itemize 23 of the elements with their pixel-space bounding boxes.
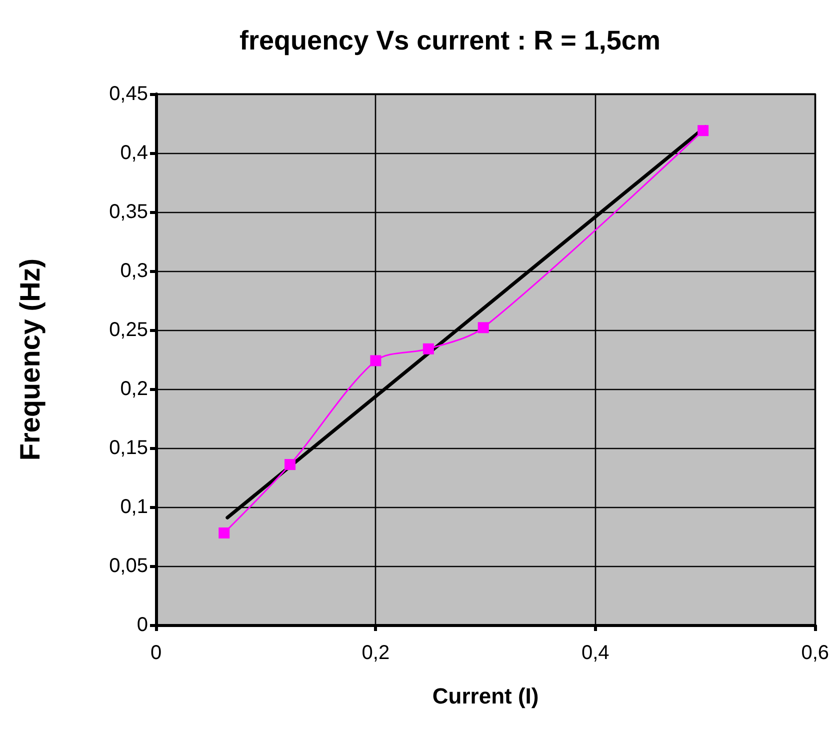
- x-tick-label: 0: [150, 642, 162, 664]
- y-tick-label: 0,2: [120, 378, 148, 400]
- point: [698, 125, 709, 136]
- y-tick-label: 0,45: [109, 83, 148, 105]
- x-tick-label: 0,2: [362, 642, 390, 664]
- point: [422, 343, 434, 354]
- y-tick-label: 0,05: [109, 555, 148, 577]
- y-axis-title: Frequency (Hz): [14, 258, 46, 461]
- y-tick-label: 0: [136, 614, 148, 636]
- point: [218, 527, 230, 538]
- x-axis-title: Current (I): [432, 684, 539, 708]
- x-tick-label: 0,6: [801, 642, 830, 664]
- chart-title: frequency Vs current : R = 1,5cm: [240, 26, 660, 56]
- x-tick-label: 0,4: [581, 642, 610, 664]
- point: [478, 322, 489, 334]
- y-tick-label: 0,1: [120, 496, 148, 518]
- y-tick-label: 0,3: [120, 260, 148, 282]
- point: [284, 459, 296, 470]
- y-tick-label: 0,35: [109, 201, 148, 223]
- y-tick-label: 0,15: [109, 437, 148, 459]
- point: [370, 355, 382, 366]
- y-tick-label: 0,4: [120, 142, 148, 164]
- y-tick-label: 0,25: [109, 319, 148, 341]
